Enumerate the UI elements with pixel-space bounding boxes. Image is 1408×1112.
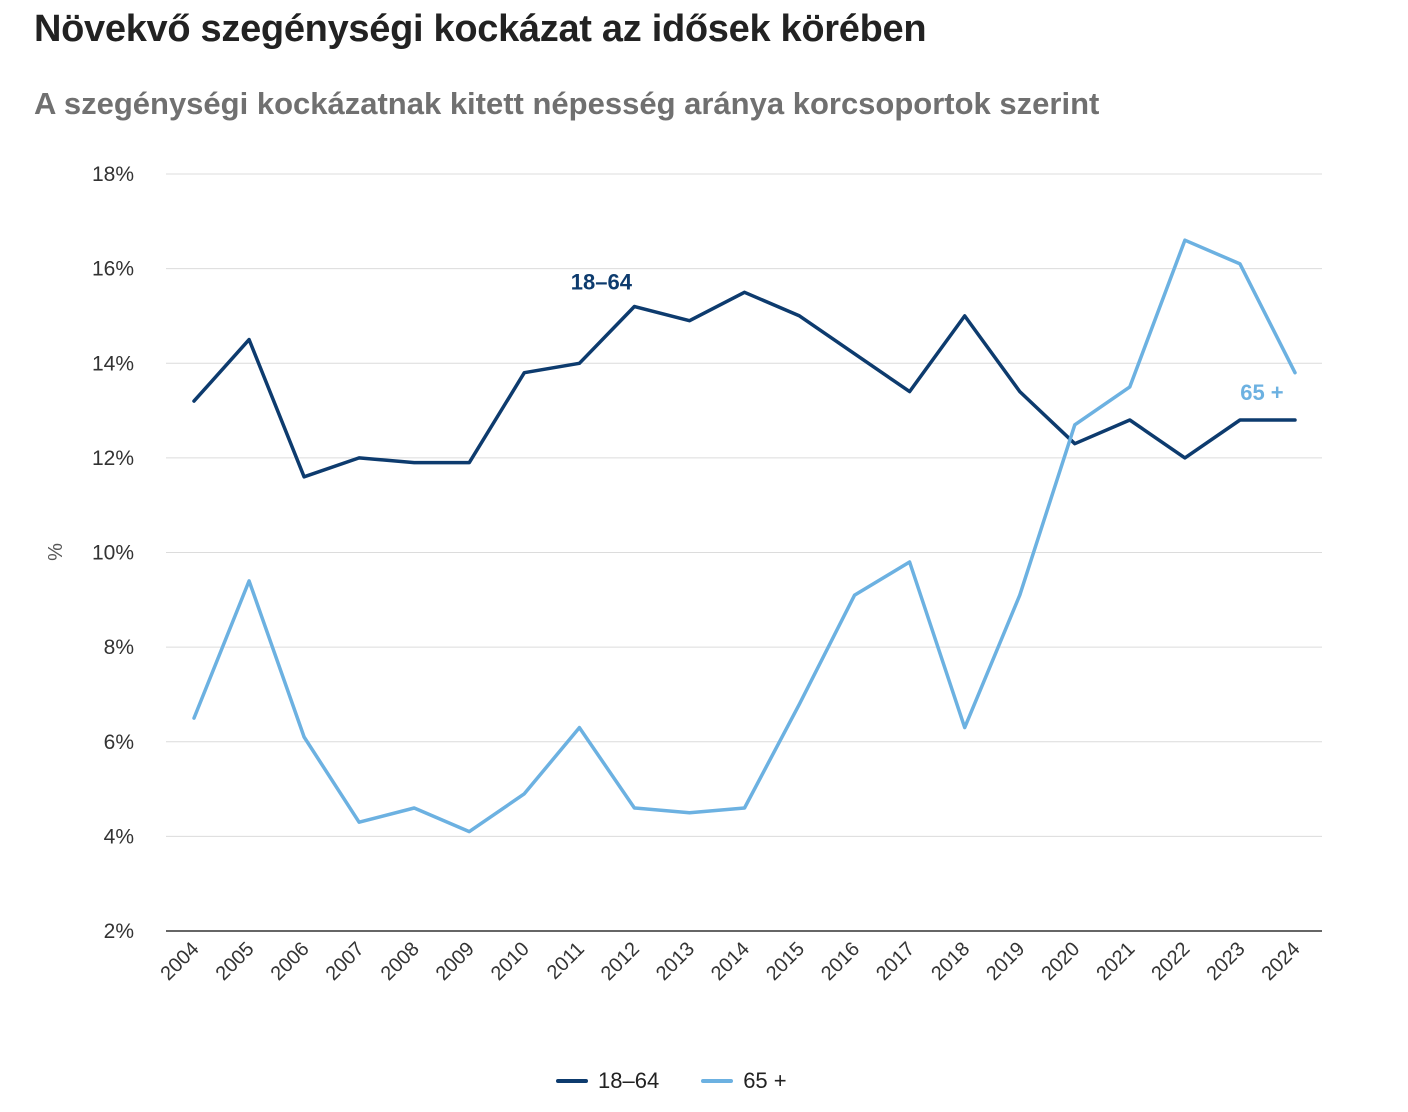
x-tick-label: 2011: [543, 938, 589, 984]
chart-title: Növekvő szegénységi kockázat az idősek k…: [34, 8, 927, 50]
y-tick-label: 2%: [104, 920, 134, 943]
y-tick-label: 8%: [104, 636, 134, 659]
legend-item-18-64[interactable]: 18–64: [556, 1068, 659, 1094]
series-line-65-plus: [192, 238, 1297, 834]
x-tick-label: 2013: [652, 938, 699, 985]
y-tick-label: 14%: [92, 352, 134, 375]
x-tick-label: 2018: [927, 938, 974, 985]
legend-swatch-18-64: [556, 1079, 588, 1083]
x-tick-label: 2020: [1037, 938, 1084, 985]
x-tick-label: 2015: [762, 938, 809, 985]
y-tick-label: 12%: [92, 447, 134, 470]
legend-swatch-65-plus: [701, 1079, 734, 1083]
series-annotation-18-64: 18–64: [571, 269, 633, 294]
x-tick-label: 2008: [377, 938, 424, 985]
x-tick-label: 2016: [817, 938, 864, 985]
chart-legend: 18–64 65 +: [556, 1068, 787, 1094]
x-tick-label: 2005: [212, 938, 259, 985]
x-tick-label: 2024: [1258, 938, 1305, 985]
x-tick-label: 2014: [707, 938, 754, 985]
y-tick-label: 18%: [92, 163, 134, 186]
y-axis-label: %: [45, 543, 67, 561]
x-tick-label: 2012: [597, 938, 644, 985]
x-tick-label: 2019: [982, 938, 1029, 985]
x-tick-label: 2006: [267, 938, 314, 985]
y-tick-label: 6%: [104, 731, 134, 754]
x-tick-label: 2022: [1147, 938, 1194, 985]
legend-label-65-plus: 65 +: [743, 1068, 787, 1093]
y-tick-label: 4%: [104, 825, 134, 848]
x-tick-label: 2010: [487, 938, 534, 985]
chart-subtitle: A szegénységi kockázatnak kitett népessé…: [34, 86, 1100, 121]
x-tick-label: 2017: [872, 938, 919, 985]
series-line-18-64: [192, 290, 1297, 479]
x-tick-label: 2009: [432, 938, 479, 985]
x-tick-label: 2007: [322, 938, 369, 985]
series-annotation-65-plus: 65 +: [1240, 380, 1283, 405]
x-tick-label: 2021: [1092, 938, 1139, 985]
x-tick-label: 2004: [157, 938, 204, 985]
legend-label-18-64: 18–64: [598, 1068, 660, 1093]
y-tick-label: 16%: [92, 258, 134, 281]
y-tick-label: 10%: [92, 542, 134, 565]
x-tick-label: 2023: [1202, 938, 1249, 985]
legend-item-65-plus[interactable]: 65 +: [701, 1068, 787, 1094]
